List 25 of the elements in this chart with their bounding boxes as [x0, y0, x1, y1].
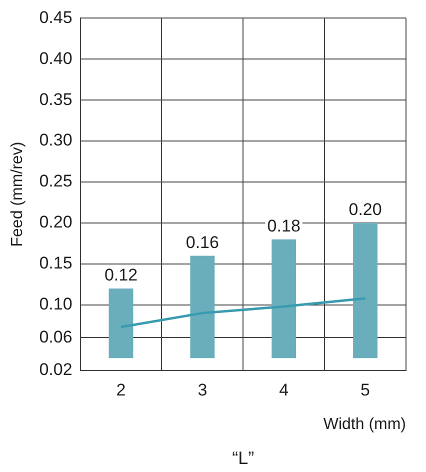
- bar: [190, 256, 215, 358]
- bar: [353, 222, 378, 358]
- annotation: 0.18: [267, 216, 300, 236]
- y-axis-title: Feed (mm/rev): [9, 142, 26, 247]
- y-tick-label: 0.10: [39, 294, 72, 314]
- y-tick-label: 0.45: [39, 8, 72, 27]
- x-tick-label: 2: [116, 380, 126, 400]
- y-tick-label: 0.40: [39, 48, 72, 68]
- y-tick-label: 0.06: [39, 327, 72, 346]
- y-tick-label: 0.02: [39, 360, 72, 380]
- annotation: 0.16: [186, 232, 219, 252]
- y-tick-label: 0.30: [39, 130, 72, 150]
- x-axis-title: Width (mm): [323, 416, 406, 433]
- annotation: 0.12: [104, 266, 138, 285]
- x-tick-label: 3: [198, 380, 208, 400]
- y-tick-label: 0.15: [39, 254, 72, 273]
- x-tick-label: 5: [360, 380, 370, 400]
- y-tick-label: 0.20: [39, 212, 72, 232]
- y-tick-label: 0.35: [39, 90, 72, 109]
- annotation: 0.20: [348, 200, 382, 220]
- text: “L”: [232, 448, 254, 468]
- bar: [108, 288, 134, 358]
- y-tick-label: 0.25: [39, 172, 72, 191]
- bar: [272, 239, 296, 358]
- x-tick-label: 4: [279, 380, 289, 400]
